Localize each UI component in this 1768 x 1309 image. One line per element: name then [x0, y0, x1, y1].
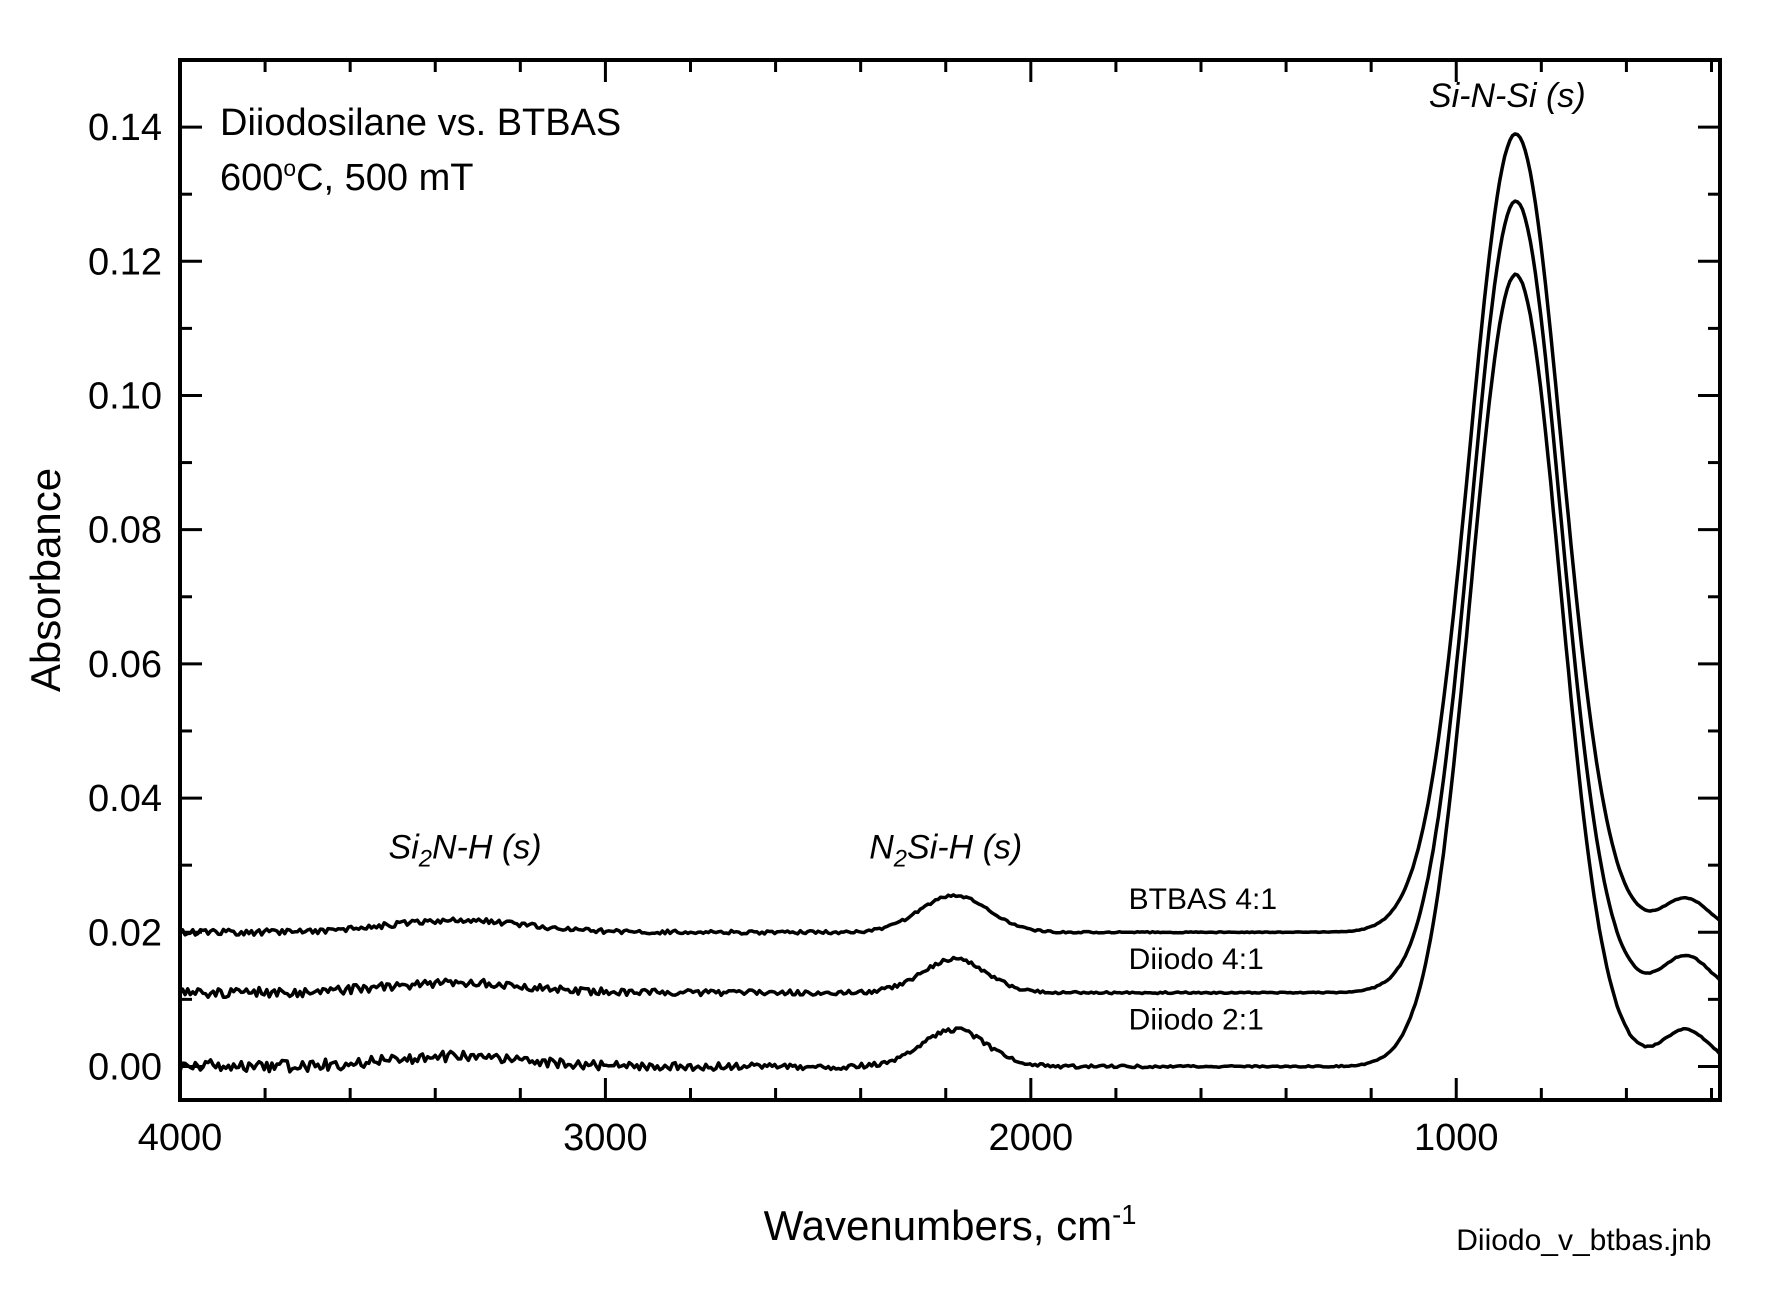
y-tick-label: 0.08 — [88, 510, 162, 552]
peak-label: Si2N-H (s) — [389, 828, 542, 872]
peak-label: N2Si-H (s) — [869, 828, 1022, 872]
x-axis-label: Wavenumbers, cm-1 — [764, 1199, 1137, 1249]
peak-label: Si-N-Si (s) — [1429, 77, 1586, 115]
chart-title-line-1: Diiodosilane vs. BTBAS — [220, 102, 621, 144]
y-tick-label: 0.10 — [88, 375, 162, 417]
y-tick-label: 0.14 — [88, 107, 162, 149]
x-tick-label: 4000 — [138, 1117, 223, 1159]
x-tick-label: 1000 — [1414, 1117, 1499, 1159]
y-tick-label: 0.02 — [88, 912, 162, 954]
chart-title-line-2: 600oC, 500 mT — [220, 155, 473, 199]
y-tick-label: 0.06 — [88, 644, 162, 686]
x-tick-label: 2000 — [989, 1117, 1074, 1159]
spectrum-chart: 4000 3000 2000 1000 0.00 0.02 0.04 0.06 0.08 0.10… — [0, 0, 1768, 1309]
y-tick-label: 0.00 — [88, 1046, 162, 1088]
y-tick-label: 0.12 — [88, 241, 162, 283]
series-label: BTBAS 4:1 — [1129, 883, 1277, 916]
series-label: Diiodo 2:1 — [1129, 1004, 1264, 1037]
x-tick-label: 3000 — [563, 1117, 648, 1159]
footer-filename: Diiodo_v_btbas.jnb — [1456, 1224, 1711, 1257]
series-label: Diiodo 4:1 — [1129, 943, 1264, 976]
y-axis-label: Absorbance — [22, 468, 69, 692]
y-tick-label: 0.04 — [88, 778, 162, 820]
